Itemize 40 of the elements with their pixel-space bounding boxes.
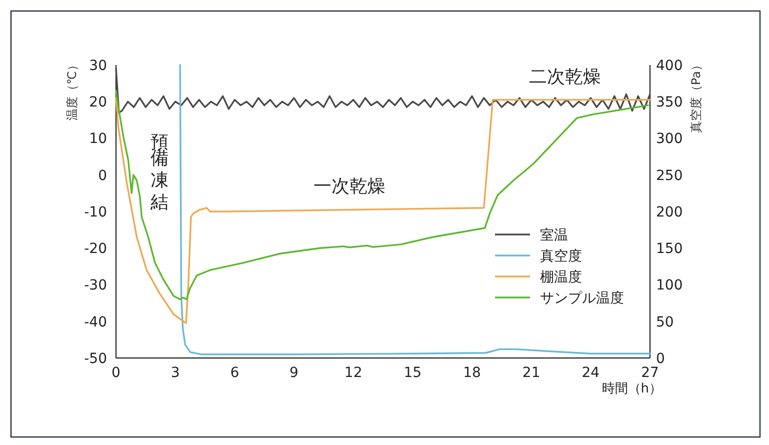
y2-tick-label: 200 <box>656 204 683 220</box>
x-tick-label: 9 <box>290 364 298 381</box>
y2-tick-label: 0 <box>656 350 665 367</box>
y2-tick-label: 350 <box>656 94 683 111</box>
annotation: 預備凍結 <box>150 132 169 213</box>
y2-tick-label: 400 <box>656 58 683 74</box>
x-tick-label: 24 <box>582 364 600 381</box>
x-tick-label: 6 <box>230 364 240 381</box>
annotation: 一次乾燥 <box>313 176 386 198</box>
y-tick-label: -30 <box>84 278 107 294</box>
x-tick-label: 18 <box>463 364 481 381</box>
legend-label: 真空度 <box>540 248 582 264</box>
x-tick-label: 27 <box>641 364 659 381</box>
y2-tick-label: 100 <box>656 278 683 294</box>
y2-tick-label: 150 <box>656 241 683 258</box>
x-tick-label: 15 <box>404 364 422 381</box>
x-tick-label: 12 <box>344 364 362 381</box>
legend-label: 棚温度 <box>540 269 582 286</box>
y2-tick-label: 300 <box>656 131 683 148</box>
y-tick-label: -10 <box>84 204 107 220</box>
legend-label: 室温 <box>540 227 568 244</box>
line-series <box>179 64 651 356</box>
legend-label: サンプル温度 <box>540 290 624 306</box>
x-tick-label: 21 <box>522 364 540 381</box>
x-tick-label: 3 <box>170 364 180 381</box>
y-tick-label: -20 <box>84 241 107 258</box>
y-tick-label: 20 <box>89 94 107 111</box>
y-tick-label: -40 <box>84 314 107 330</box>
y2-tick-label: 50 <box>656 314 674 330</box>
x-tick-label: 0 <box>112 364 120 381</box>
y-axis-title: 温度（℃） <box>65 59 80 120</box>
y-tick-label: 30 <box>89 58 107 74</box>
x-axis-title: 時間（h） <box>602 382 662 397</box>
annotation: 二次乾燥 <box>528 66 601 88</box>
line-series <box>115 68 651 114</box>
y-tick-label: 10 <box>89 131 107 148</box>
y2-axis-title: 真空度（Pa） <box>689 59 704 134</box>
y-tick-label: 0 <box>98 168 107 184</box>
y2-tick-label: 250 <box>656 168 683 184</box>
y-tick-label: -50 <box>84 350 107 367</box>
